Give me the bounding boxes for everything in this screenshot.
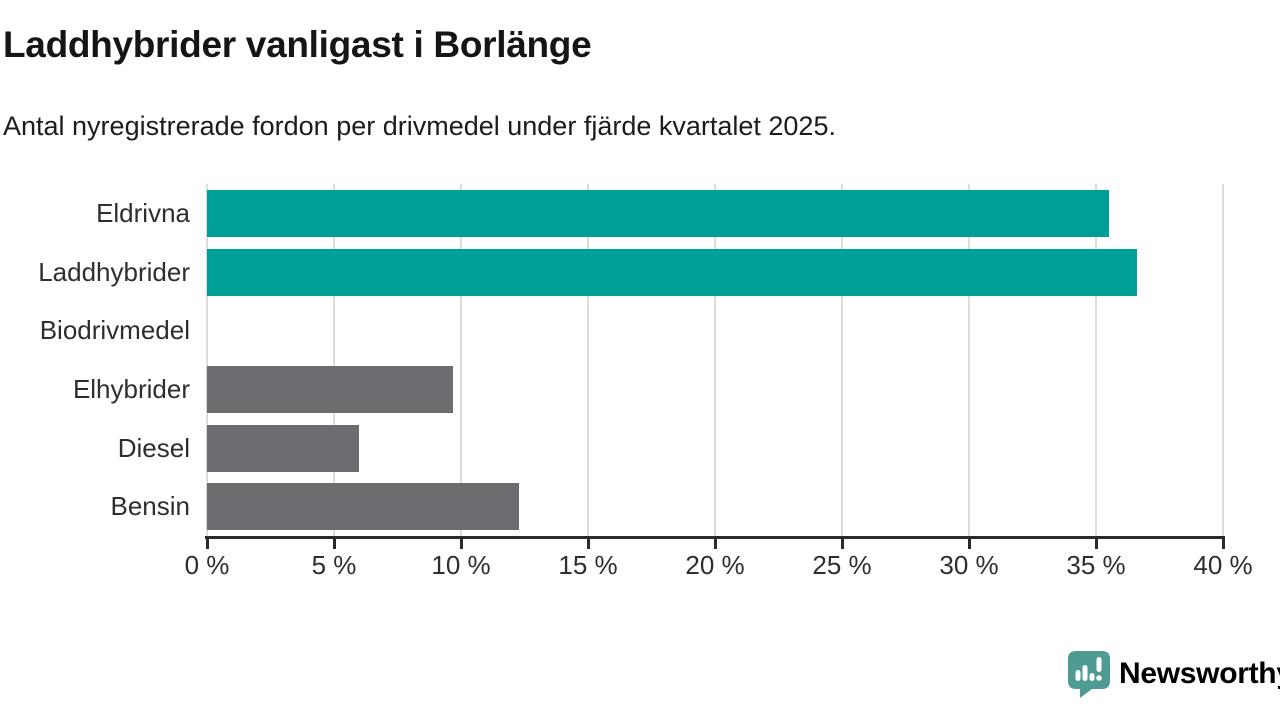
chart-title: Laddhybrider vanligast i Borlänge (3, 24, 592, 65)
gridline (841, 184, 843, 536)
bar-elhybrider (207, 365, 454, 413)
tick-mark (205, 539, 209, 549)
tick-mark (1221, 539, 1225, 549)
gridline (968, 184, 970, 536)
gridline (206, 184, 208, 536)
y-axis-labels: Eldrivna Laddhybrider Biodrivmedel Elhybrid… (0, 184, 190, 536)
category-label: Eldrivna (96, 198, 190, 228)
logo-bubble-shape (1068, 650, 1110, 698)
bar-bensin (207, 483, 520, 531)
tick-mark (840, 539, 844, 549)
tick-label: 0 % (184, 550, 230, 580)
newsworthy-footer: Newsworthy (1068, 650, 1280, 698)
gridline (714, 184, 716, 536)
gridline (1095, 184, 1097, 536)
bar-eldrivna (207, 189, 1109, 237)
logo-exclamation-bar (1096, 656, 1102, 672)
gridline (333, 184, 335, 536)
tick-mark (332, 539, 336, 549)
category-label: Bensin (110, 491, 191, 522)
tick-label: 40 % (1193, 550, 1253, 580)
newsworthy-wordmark: Newsworthy (1119, 657, 1280, 690)
logo-exclamation-dot (1096, 674, 1102, 681)
tick-mark (967, 539, 971, 549)
gridline (1222, 184, 1224, 536)
bar-laddhybrider (207, 248, 1137, 296)
bar-diesel (207, 424, 360, 472)
tick-mark (586, 539, 590, 549)
x-axis-line (205, 536, 1225, 539)
tick-label: 5 % (311, 550, 357, 580)
logo-bar-1 (1075, 669, 1081, 681)
gridline (460, 184, 462, 536)
category-label: Biodrivmedel (39, 315, 190, 346)
category-label: Laddhybrider (38, 256, 190, 287)
gridline (587, 184, 589, 536)
tick-mark (713, 539, 717, 549)
tick-label: 20 % (685, 550, 745, 580)
category-label: Diesel (117, 432, 190, 463)
tick-label: 10 % (431, 550, 491, 580)
tick-mark (1094, 539, 1098, 549)
tick-label: 35 % (1066, 550, 1126, 580)
bar-chart: Eldrivna Laddhybrider Biodrivmedel Elhybrid… (0, 184, 1280, 580)
tick-label: 15 % (558, 550, 618, 580)
plot-area (206, 184, 1224, 536)
newsworthy-logo-icon (1068, 650, 1110, 698)
tick-label: 25 % (812, 550, 872, 580)
tick-mark (459, 539, 463, 549)
logo-bar-3 (1089, 672, 1095, 681)
logo-bar-2 (1082, 664, 1088, 681)
chart-subtitle: Antal nyregistrerade fordon per drivmede… (3, 111, 836, 141)
tick-label: 30 % (939, 550, 999, 580)
category-label: Elhybrider (72, 374, 190, 404)
